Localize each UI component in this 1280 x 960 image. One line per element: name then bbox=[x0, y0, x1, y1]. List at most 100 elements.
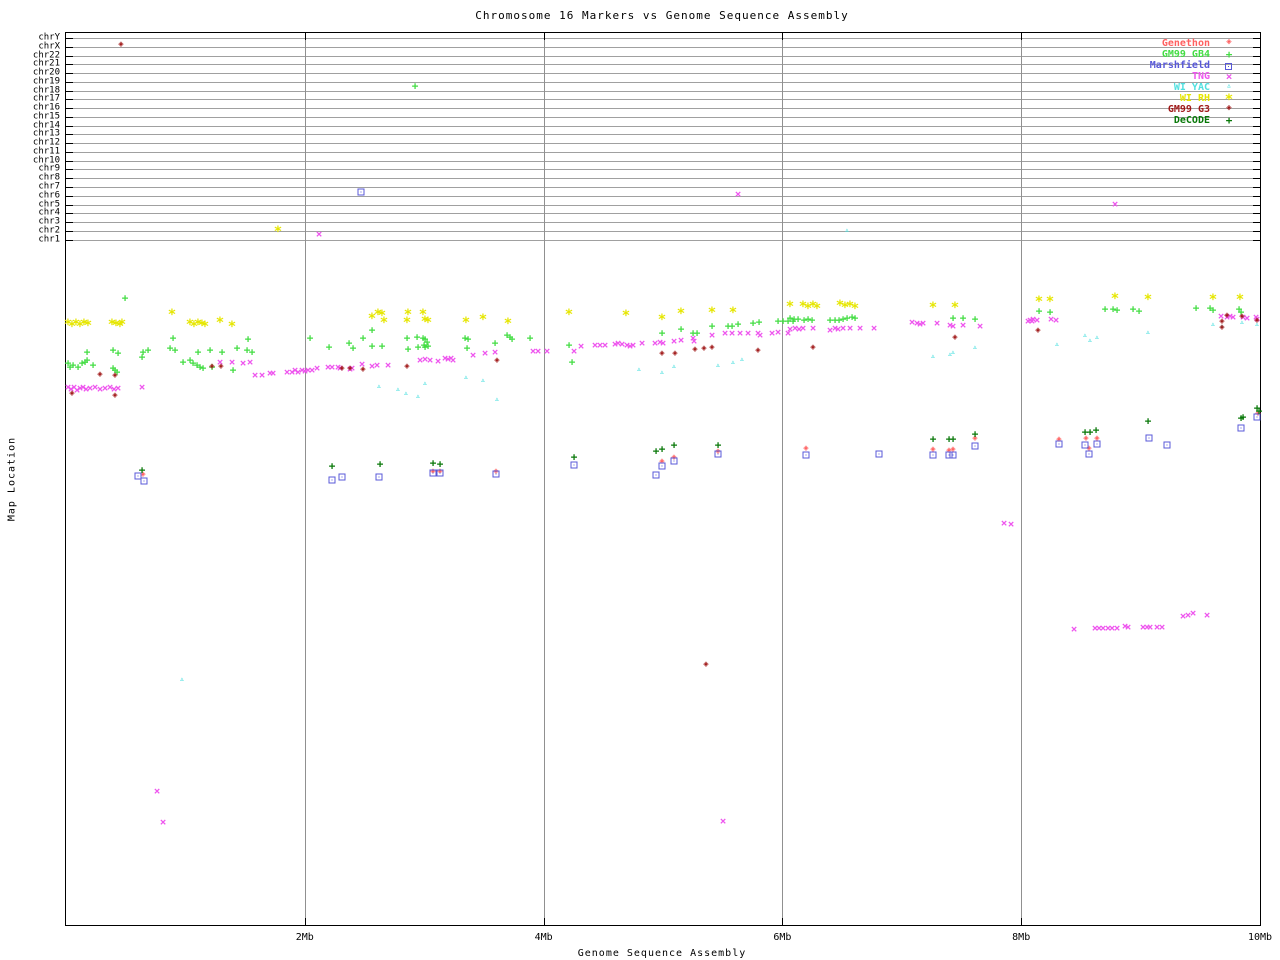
tng-point: × bbox=[728, 326, 736, 340]
genethon-point: ◈ bbox=[140, 469, 146, 480]
gm99-gb4-point: + bbox=[734, 317, 742, 331]
tng-point: × bbox=[1024, 314, 1032, 328]
y-tick-right bbox=[1253, 64, 1260, 65]
tng-point: × bbox=[481, 346, 489, 360]
y-tick-right bbox=[1253, 178, 1260, 179]
wi-rh-point: * bbox=[1143, 292, 1153, 308]
y-tick-right bbox=[1253, 91, 1260, 92]
tng-point: × bbox=[96, 382, 104, 396]
tng-point: × bbox=[1139, 620, 1147, 634]
marshfield-point bbox=[1145, 434, 1153, 442]
gm99-gb4-point: + bbox=[724, 319, 732, 333]
chromosome-gridline bbox=[66, 117, 1260, 118]
decode-point: + bbox=[1144, 414, 1152, 428]
marshfield-point bbox=[1093, 440, 1101, 448]
tng-point: × bbox=[301, 364, 309, 378]
tng-point: × bbox=[689, 331, 697, 345]
gm99-gb4-point: + bbox=[109, 361, 117, 375]
gm99-gb4-point: + bbox=[728, 319, 736, 333]
y-tick-left bbox=[66, 187, 73, 188]
wi-rh-point: * bbox=[79, 317, 89, 333]
x-gridline bbox=[543, 33, 545, 925]
gm99-gb4-point: + bbox=[114, 346, 122, 360]
gm99-g3-point: ◈ bbox=[494, 355, 500, 366]
tng-point: × bbox=[1189, 606, 1197, 620]
chromosome-label: chr22 bbox=[32, 50, 60, 61]
legend-label: WI YAC bbox=[1173, 82, 1210, 93]
wi-rh-point: * bbox=[950, 300, 960, 316]
chromosome-gridline bbox=[66, 169, 1260, 170]
tng-point: × bbox=[626, 339, 634, 353]
x-tick-top bbox=[782, 33, 784, 40]
y-tick-right bbox=[1253, 240, 1260, 241]
wi-rh-point: * bbox=[111, 318, 121, 334]
wi-rh-point: * bbox=[564, 307, 574, 323]
tng-point: × bbox=[1223, 310, 1231, 324]
y-tick-right bbox=[1253, 117, 1260, 118]
gm99-g3-point: ◈ bbox=[404, 361, 410, 372]
tng-point: × bbox=[251, 368, 259, 382]
gm99-gb4-point: + bbox=[786, 311, 794, 325]
tng-point: × bbox=[1099, 621, 1107, 635]
gm99-gb4-point: + bbox=[423, 335, 431, 349]
tng-point: × bbox=[659, 336, 667, 350]
tng-point: × bbox=[106, 380, 114, 394]
chromosome-label: chr13 bbox=[32, 128, 60, 139]
triangle-icon: ▵ bbox=[1226, 81, 1232, 91]
gm99-gb4-point: + bbox=[111, 363, 119, 377]
chromosome-label: chr20 bbox=[32, 67, 60, 78]
tng-point: × bbox=[1217, 309, 1225, 323]
wi-rh-point: * bbox=[107, 317, 117, 333]
gm99-g3-point: ◈ bbox=[1219, 316, 1225, 327]
wi-rh-point: * bbox=[200, 319, 210, 335]
y-tick-left bbox=[66, 56, 73, 57]
x-tick-top bbox=[543, 33, 545, 40]
chromosome-label: chr18 bbox=[32, 85, 60, 96]
decode-point: + bbox=[1237, 411, 1245, 425]
gm99-gb4-point: + bbox=[66, 360, 74, 374]
gm99-gb4-point: + bbox=[420, 338, 428, 352]
wi-rh-point: * bbox=[1235, 292, 1245, 308]
tng-point: × bbox=[791, 321, 799, 335]
tng-point: × bbox=[368, 359, 376, 373]
y-tick-left bbox=[66, 126, 73, 127]
y-tick-right bbox=[1253, 73, 1260, 74]
x-tick-top bbox=[1260, 33, 1261, 40]
y-tick-right bbox=[1253, 108, 1260, 109]
chromosome-label: chr12 bbox=[32, 137, 60, 148]
gm99-gb4-point: + bbox=[413, 330, 421, 344]
tng-point: × bbox=[754, 326, 762, 340]
gm99-gb4-point: + bbox=[491, 336, 499, 350]
y-tick-right bbox=[1253, 213, 1260, 214]
legend-item-tng: TNG × bbox=[0, 71, 1280, 82]
gm99-gb4-point: + bbox=[1035, 304, 1043, 318]
decode-point: + bbox=[949, 432, 957, 446]
tng-point: × bbox=[656, 335, 664, 349]
y-tick-right bbox=[1253, 38, 1260, 39]
decode-point: + bbox=[670, 438, 678, 452]
legend-label: Marshfield bbox=[1149, 60, 1210, 71]
chromosome-gridline bbox=[66, 196, 1260, 197]
tng-point: × bbox=[1113, 621, 1121, 635]
gm99-g3-point: ◈ bbox=[952, 332, 958, 343]
tng-point: × bbox=[334, 360, 342, 374]
gm99-gb4-point: + bbox=[244, 332, 252, 346]
gm99-gb4-point: + bbox=[194, 345, 202, 359]
gm99-g3-point: ◈ bbox=[1254, 315, 1260, 326]
tng-point: × bbox=[1095, 621, 1103, 635]
genethon-point: ◈ bbox=[1083, 433, 1089, 444]
gm99-gb4-point: + bbox=[81, 355, 89, 369]
tng-point: × bbox=[976, 319, 984, 333]
tng-point: × bbox=[266, 366, 274, 380]
legend-label: GM99 GB4 bbox=[1161, 49, 1210, 60]
tng-point: × bbox=[1091, 621, 1099, 635]
wi-rh-point: * bbox=[1045, 294, 1055, 310]
genethon-point: ◈ bbox=[950, 444, 956, 455]
chromosome-gridline bbox=[66, 161, 1260, 162]
genethon-point: ◈ bbox=[1094, 433, 1100, 444]
chromosome-gridline bbox=[66, 178, 1260, 179]
chromosome-label: chr3 bbox=[38, 216, 60, 227]
tng-point: × bbox=[677, 333, 685, 347]
marshfield-point bbox=[1163, 441, 1171, 449]
